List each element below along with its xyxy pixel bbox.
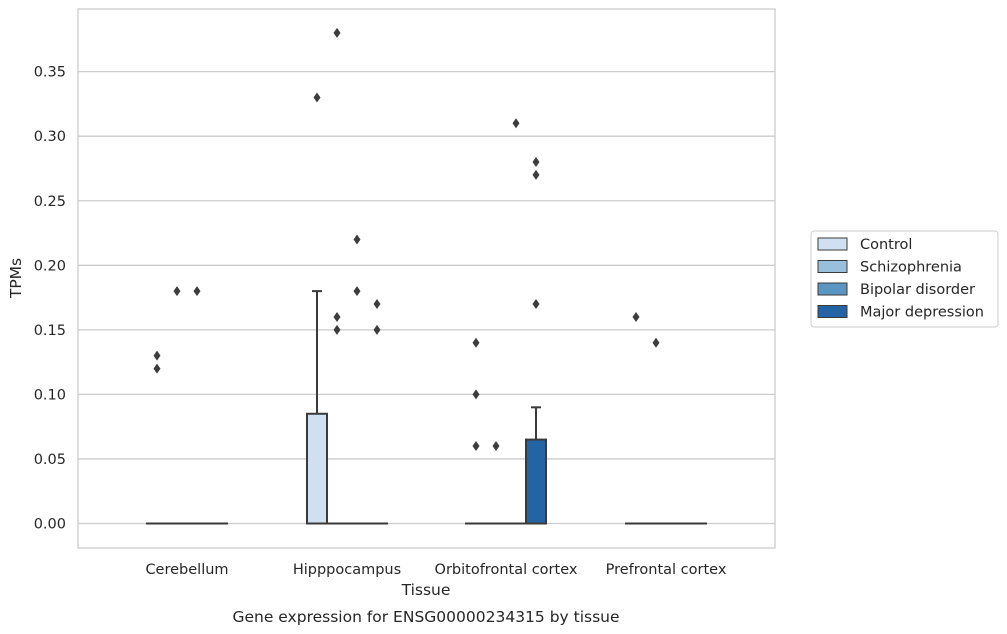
outlier-point <box>333 324 341 335</box>
outlier-point <box>153 363 161 374</box>
legend-label: Control <box>860 237 912 253</box>
boxes <box>146 290 707 525</box>
outlier-point <box>373 324 381 335</box>
outlier-point <box>353 234 361 245</box>
legend-swatch <box>817 260 848 273</box>
y-tick-label: 0.05 <box>34 452 66 468</box>
legend-swatch <box>817 305 848 318</box>
outlier-point <box>512 118 520 129</box>
y-tick-label: 0.30 <box>34 129 66 145</box>
legend-label: Major depression <box>860 305 984 321</box>
legend-frame <box>810 230 999 328</box>
outlier-point <box>173 286 181 297</box>
legend-label: Bipolar disorder <box>860 282 975 298</box>
x-tick-labels: Cerebellum Hipppocampus Orbitofrontal cort… <box>145 562 726 578</box>
outliers <box>153 27 660 452</box>
x-tick-label: Prefrontal cortex <box>606 562 727 578</box>
legend-label: Schizophrenia <box>860 260 962 276</box>
outlier-point <box>652 337 660 348</box>
outlier-point <box>492 441 500 452</box>
y-tick-label: 0.35 <box>34 65 66 81</box>
outlier-point <box>313 92 321 103</box>
y-tick-label: 0.15 <box>34 323 66 339</box>
y-tick-label: 0.20 <box>34 258 66 274</box>
outlier-point <box>632 311 640 322</box>
plot-frame <box>77 8 776 549</box>
y-tick-label: 0.25 <box>34 194 66 210</box>
y-tick-label: 0.10 <box>34 387 66 403</box>
outlier-point <box>532 157 540 168</box>
outlier-point <box>193 286 201 297</box>
outlier-point <box>373 299 381 310</box>
box <box>306 412 328 525</box>
outlier-point <box>472 337 480 348</box>
box <box>525 438 547 525</box>
legend: Control Schizophrenia Bipolar disorder Majo… <box>810 230 999 328</box>
y-tick-labels: 0.00 0.05 0.10 0.15 0.20 0.25 0.30 0.35 <box>34 65 66 533</box>
x-tick-label: Cerebellum <box>145 562 228 578</box>
y-axis-title: TPMs <box>7 258 25 299</box>
outlier-point <box>333 27 341 38</box>
outlier-point <box>472 441 480 452</box>
outlier-point <box>472 389 480 400</box>
x-tick-label: Hipppocampus <box>293 562 401 578</box>
outlier-point <box>532 169 540 180</box>
y-tick-label: 0.00 <box>34 517 66 533</box>
x-axis-title: Tissue <box>401 581 451 599</box>
outlier-point <box>532 299 540 310</box>
gridlines <box>78 71 775 525</box>
legend-swatch <box>817 237 848 251</box>
chart-caption: Gene expression for ENSG00000234315 by t… <box>232 608 619 626</box>
x-tick-label: Orbitofrontal cortex <box>435 562 578 578</box>
outlier-point <box>333 311 341 322</box>
legend-swatch <box>817 282 848 296</box>
outlier-point <box>353 286 361 297</box>
outlier-point <box>153 350 161 361</box>
